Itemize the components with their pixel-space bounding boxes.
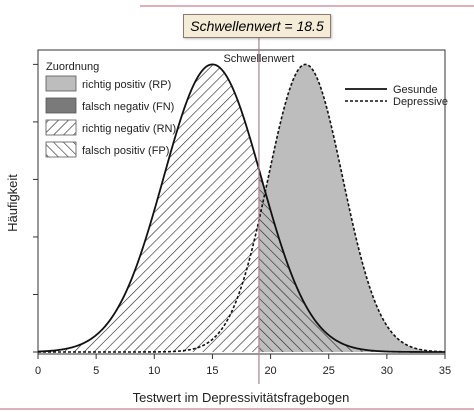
threshold-annotation: Schwellenwert — [223, 53, 294, 65]
legend-label-fp: falsch positiv (FP) — [82, 145, 169, 157]
legend-zuordnung-title: Zuordnung — [46, 61, 99, 73]
curve-depressive — [38, 63, 446, 353]
legend-label-rp: richtig positiv (RP) — [82, 79, 171, 91]
x-tick-label: 10 — [148, 365, 160, 377]
legend-swatch-fp — [45, 141, 77, 158]
plot-frame — [37, 49, 446, 355]
threshold-value-box: Schwellenwert = 18.5 — [183, 14, 331, 38]
legend-swatch-fn — [45, 97, 77, 114]
x-axis-ticks: 0 5 10 15 20 25 30 35 — [35, 354, 451, 377]
x-tick-label: 20 — [264, 365, 276, 377]
x-tick-label: 15 — [206, 365, 218, 377]
x-tick-label: 30 — [381, 365, 393, 377]
legend-label-fn: falsch negativ (FN) — [82, 101, 174, 113]
legend-curves: Gesunde Depressive — [345, 84, 448, 108]
legend-swatch-rp — [45, 75, 77, 92]
y-axis-ticks — [33, 63, 38, 353]
x-tick-label: 5 — [93, 365, 99, 377]
x-axis-label: Testwert im Depressivitätsfragebogen — [133, 390, 350, 405]
x-tick-label: 25 — [323, 365, 335, 377]
x-tick-label: 0 — [35, 365, 41, 377]
legend-label-depressive: Depressive — [393, 96, 448, 108]
legend-label-rn: richtig negativ (RN) — [82, 123, 176, 135]
legend-zuordnung: Zuordnung richtig positiv (RP) falsch ne… — [45, 61, 176, 158]
legend-swatch-rn — [45, 119, 77, 136]
legend-label-gesunde: Gesunde — [393, 84, 438, 96]
x-tick-label: 35 — [439, 365, 451, 377]
region-rn — [38, 64, 259, 352]
y-axis-label: Häufigkeit — [5, 174, 20, 232]
region-rp — [258, 64, 445, 352]
curve-gesunde — [37, 63, 445, 353]
